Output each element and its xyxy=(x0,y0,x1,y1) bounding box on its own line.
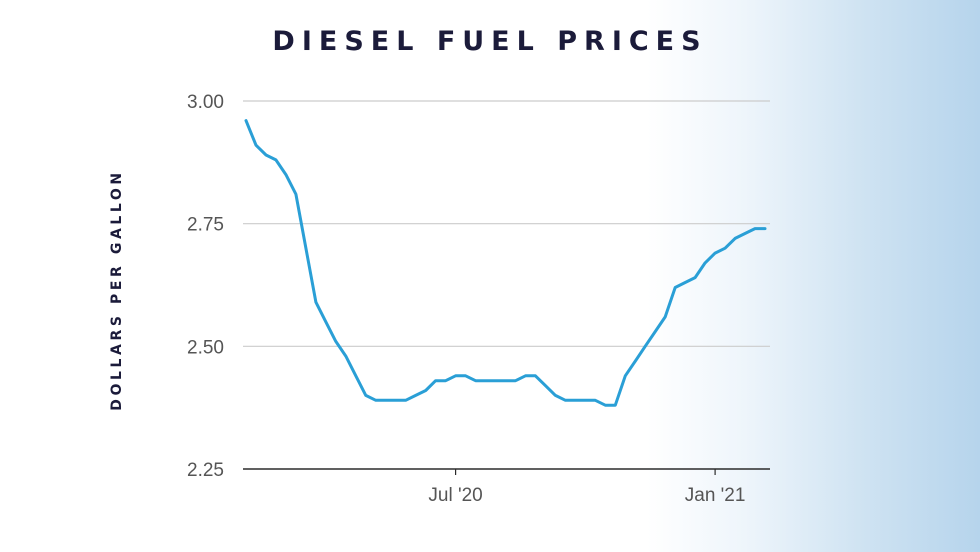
y-tick-label: 2.75 xyxy=(187,215,224,236)
x-tick-label: Jul '20 xyxy=(428,485,482,506)
y-tick-label: 3.00 xyxy=(187,92,224,113)
series-layer xyxy=(244,119,767,407)
y-tick-label: 2.50 xyxy=(187,337,224,358)
tick-labels: 2.25 2.50 2.75 3.00 Jul '20 Jan '21 xyxy=(187,92,745,506)
x-tick-label: Jan '21 xyxy=(685,485,746,506)
y-tick-label: 2.25 xyxy=(187,460,224,481)
series-line-diesel xyxy=(244,119,767,407)
chart-title: DIESEL FUEL PRICES xyxy=(272,26,708,57)
x-axis xyxy=(243,468,770,475)
gridlines xyxy=(243,100,770,347)
